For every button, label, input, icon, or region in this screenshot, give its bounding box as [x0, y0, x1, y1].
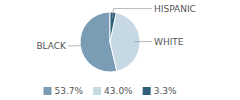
slice-label: BLACK: [36, 41, 67, 51]
legend-swatch: [43, 87, 51, 95]
legend-label: 53.7%: [54, 86, 83, 96]
leader-line: [134, 41, 152, 42]
legend-swatch: [93, 87, 101, 95]
slice-label: HISPANIC: [154, 4, 196, 14]
legend-item: 53.7%: [43, 86, 83, 96]
legend-swatch: [143, 87, 151, 95]
slice: [110, 12, 116, 42]
legend-label: 3.3%: [154, 86, 177, 96]
legend-item: 43.0%: [93, 86, 133, 96]
legend-label: 43.0%: [104, 86, 133, 96]
pie: BLACK WHITE HISPANIC: [36, 4, 195, 72]
leader-line: [112, 9, 152, 19]
slice-label: WHITE: [154, 37, 184, 47]
chart: BLACK WHITE HISPANIC 53.7% 43.0% 3.3%: [0, 0, 240, 100]
legend-item: 3.3%: [143, 86, 177, 96]
callouts: BLACK WHITE HISPANIC: [36, 4, 195, 51]
leader-line: [68, 45, 86, 46]
legend: 53.7% 43.0% 3.3%: [43, 86, 177, 96]
slices: [80, 12, 140, 72]
